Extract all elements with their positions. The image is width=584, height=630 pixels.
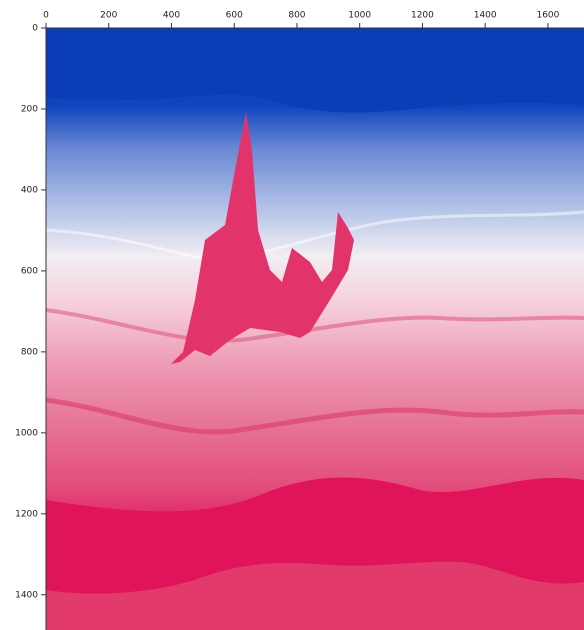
y-tick-label: 800 <box>21 347 38 357</box>
x-tick-label: 1000 <box>348 11 371 21</box>
chart: 0 200 400 600 800 1000 1200 1400 1600 0 200 400 600 8… <box>0 0 584 630</box>
y-tick-label: 400 <box>21 185 38 195</box>
y-tick-label: 1200 <box>15 509 38 519</box>
plot-area <box>46 28 584 630</box>
x-tick-label: 200 <box>100 11 117 21</box>
x-tick-label: 400 <box>163 11 180 21</box>
top-layer <box>46 28 584 112</box>
x-tick-label: 1600 <box>536 11 559 21</box>
x-tick-label: 800 <box>288 11 305 21</box>
y-tick-label: 600 <box>21 266 38 276</box>
y-tick-label: 1400 <box>15 590 38 600</box>
x-tick-label: 600 <box>226 11 243 21</box>
y-tick-label: 0 <box>32 24 38 34</box>
y-tick-label: 1000 <box>15 428 38 438</box>
x-tick-label: 0 <box>43 11 49 21</box>
x-tick-label: 1400 <box>474 11 497 21</box>
x-tick-label: 1200 <box>411 11 434 21</box>
y-tick-label: 200 <box>21 104 38 114</box>
